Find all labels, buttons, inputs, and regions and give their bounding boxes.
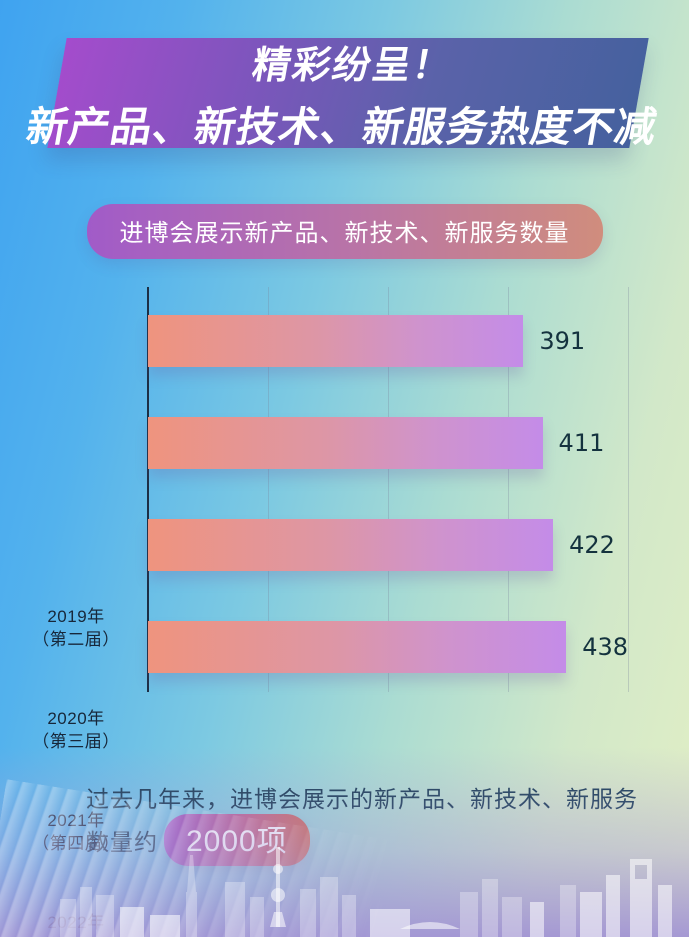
bar-2019	[148, 315, 524, 367]
gridline-125	[268, 287, 269, 692]
category-session: （第三届）	[32, 732, 120, 751]
bar-2020	[148, 417, 543, 469]
category-year: 2020年	[47, 709, 105, 728]
bar-row-2019: 391	[148, 315, 628, 367]
category-year: 2022年	[47, 913, 105, 932]
header-banner: 精彩纷呈！ 新产品、新技术、新服务热度不减	[23, 38, 661, 150]
bar-value-2022: 438	[582, 633, 628, 661]
banner-title-line1: 精彩纷呈！	[249, 44, 457, 87]
bar-row-2021: 422	[148, 519, 628, 571]
category-label-2020: 2020年 （第三届）	[10, 704, 142, 756]
plot-area: 391 411 422 438	[147, 287, 629, 692]
banner-title-line2: 新产品、新技术、新服务热度不减	[23, 103, 662, 150]
bar-2022	[148, 621, 567, 673]
bar-chart: 2019年 （第二届） 2020年 （第三届） 2021年 （第四届） 2022…	[0, 287, 689, 937]
gridline-375	[508, 287, 509, 692]
category-label-2022: 2022年 （第五届）	[10, 908, 142, 937]
bar-value-2020: 411	[558, 429, 605, 457]
gridline-500	[628, 287, 629, 692]
footer-caption-prefix: 数量约	[86, 829, 158, 855]
category-session: （第二届）	[32, 630, 120, 649]
footer-caption-line1: 过去几年来，进博会展示的新产品、新技术、新服务	[86, 786, 638, 812]
y-axis-line	[147, 287, 149, 692]
category-label-2019: 2019年 （第二届）	[10, 602, 142, 654]
bar-2021	[148, 519, 554, 571]
bar-value-2019: 391	[539, 327, 586, 355]
category-year: 2019年	[47, 607, 105, 626]
footer-caption-line2: 数量约 2000项	[86, 814, 310, 866]
chart-title-badge: 进博会展示新产品、新技术、新服务数量	[86, 204, 603, 259]
total-count-badge: 2000项	[164, 814, 310, 866]
bar-row-2020: 411	[148, 417, 628, 469]
bar-value-2021: 422	[569, 531, 615, 559]
bar-row-2022: 438	[148, 621, 628, 673]
gridline-250	[388, 287, 389, 692]
